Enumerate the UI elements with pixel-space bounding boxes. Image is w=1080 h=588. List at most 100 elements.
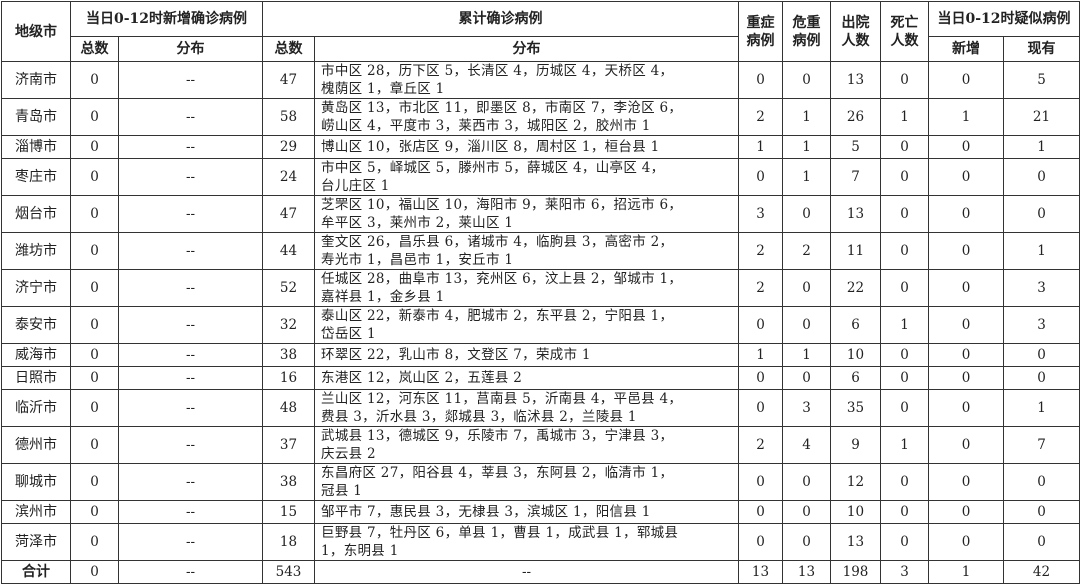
dist-cell: 东昌府区 27，阳谷县 4，莘县 3，东阿县 2，临清市 1， 冠县 1 [314,463,740,501]
city-cell: 济宁市 [1,269,71,307]
deaths-cell: 0 [880,158,930,196]
susp-existing-cell: 0 [1003,366,1080,390]
susp-new-cell: 0 [928,426,1005,464]
new-total-cell: 0 [70,232,119,270]
new-dist-cell: -- [117,61,264,99]
city-cell: 合计 [1,560,71,584]
table-row: 青岛市 0 -- 58 黄岛区 13，市北区 11，即墨区 8，市南区 7，李沧区 6，… [1,98,1080,136]
new-total-cell: 0 [70,306,119,344]
dist-cell: 芝罘区 10，福山区 10，海阳市 9，莱阳市 6，招远市 6， 牟平区 3，莱… [314,195,740,233]
deaths-cell: 0 [880,269,930,307]
discharged-cell: 22 [830,269,882,307]
new-dist-cell: -- [117,306,264,344]
severe-cell: 0 [738,523,784,561]
severe-cell: 2 [738,426,784,464]
dist-cell: 市中区 5，峄城区 5，滕州市 5，薛城区 4，山亭区 4， 台儿庄区 1 [314,158,740,196]
new-dist-cell: -- [117,523,264,561]
deaths-cell: 1 [880,426,930,464]
deaths-cell: 0 [880,343,930,367]
table-row: 临沂市 0 -- 48 兰山区 12，河东区 11，莒南县 5，沂南县 4，平邑县 4，… [1,389,1080,427]
total-cell: 37 [262,426,316,464]
city-cell: 青岛市 [1,98,71,136]
severe-cell: 0 [738,500,784,524]
new-total-cell: 0 [70,500,119,524]
critical-cell: 0 [782,61,832,99]
susp-existing-cell: 0 [1003,158,1080,196]
deaths-cell: 0 [880,232,930,270]
susp-existing-cell: 0 [1003,343,1080,367]
susp-new-cell: 0 [928,523,1005,561]
susp-existing-cell: 21 [1003,98,1080,136]
deaths-cell: 0 [880,389,930,427]
critical-cell: 0 [782,500,832,524]
susp-existing-cell: 0 [1003,500,1080,524]
table-row: 泰安市 0 -- 32 泰山区 22，新泰市 4，肥城市 2，东平县 2，宁阳县 1， … [1,306,1080,344]
susp-existing-cell: 3 [1003,306,1080,344]
susp-new-cell: 1 [928,98,1005,136]
deaths-cell: 0 [880,135,930,159]
table-row: 德州市 0 -- 37 武城县 13，德城区 9，乐陵市 7，禹城市 3，宁津县 3， … [1,426,1080,464]
total-cell: 32 [262,306,316,344]
susp-new-cell: 0 [928,158,1005,196]
dist-cell: 兰山区 12，河东区 11，莒南县 5，沂南县 4，平邑县 4， 费县 3，沂水… [314,389,740,427]
header-critical: 危重 病例 [782,1,832,62]
severe-cell: 2 [738,232,784,270]
header-cumulative-confirmed: 累计确诊病例 [262,1,740,37]
deaths-cell: 0 [880,463,930,501]
city-cell: 烟台市 [1,195,71,233]
new-dist-cell: -- [117,463,264,501]
critical-cell: 1 [782,158,832,196]
critical-cell: 0 [782,463,832,501]
critical-cell: 1 [782,343,832,367]
susp-new-cell: 0 [928,195,1005,233]
susp-new-cell: 0 [928,343,1005,367]
deaths-cell: 0 [880,500,930,524]
dist-cell: 博山区 10，张店区 9，淄川区 8，周村区 1，桓台县 1 [314,135,740,159]
new-total-cell: 0 [70,523,119,561]
critical-cell: 1 [782,98,832,136]
critical-cell: 0 [782,306,832,344]
header-city: 地级市 [1,1,71,62]
susp-new-cell: 0 [928,232,1005,270]
total-cell: 47 [262,195,316,233]
dist-cell: 环翠区 22，乳山市 8，文登区 7，荣成市 1 [314,343,740,367]
header-cum-total: 总数 [262,36,316,62]
new-dist-cell: -- [117,98,264,136]
discharged-cell: 10 [830,500,882,524]
severe-cell: 0 [738,463,784,501]
severe-cell: 0 [738,306,784,344]
table-row: 济宁市 0 -- 52 任城区 28，曲阜市 13，兖州区 6，汶上县 2，邹城市 1，… [1,269,1080,307]
city-cell: 泰安市 [1,306,71,344]
new-dist-cell: -- [117,426,264,464]
header-severe: 重症 病例 [738,1,784,62]
total-cell: 16 [262,366,316,390]
city-cell: 潍坊市 [1,232,71,270]
susp-existing-cell: 0 [1003,463,1080,501]
city-cell: 淄博市 [1,135,71,159]
critical-cell: 3 [782,389,832,427]
total-cell: 18 [262,523,316,561]
total-cell: 15 [262,500,316,524]
dist-cell: 黄岛区 13，市北区 11，即墨区 8，市南区 7，李沧区 6， 崂山区 4，平… [314,98,740,136]
severe-cell: 0 [738,61,784,99]
severe-cell: 0 [738,389,784,427]
total-cell: 44 [262,232,316,270]
discharged-cell: 13 [830,523,882,561]
severe-cell: 13 [738,560,784,584]
susp-existing-cell: 7 [1003,426,1080,464]
susp-existing-cell: 1 [1003,389,1080,427]
header-cum-dist: 分布 [314,36,740,62]
new-total-cell: 0 [70,389,119,427]
critical-cell: 4 [782,426,832,464]
critical-cell: 0 [782,195,832,233]
susp-existing-cell: 0 [1003,523,1080,561]
new-dist-cell: -- [117,195,264,233]
new-total-cell: 0 [70,560,119,584]
new-dist-cell: -- [117,269,264,307]
new-dist-cell: -- [117,560,264,584]
header-susp-new: 新增 [928,36,1005,62]
deaths-cell: 0 [880,366,930,390]
critical-cell: 1 [782,135,832,159]
